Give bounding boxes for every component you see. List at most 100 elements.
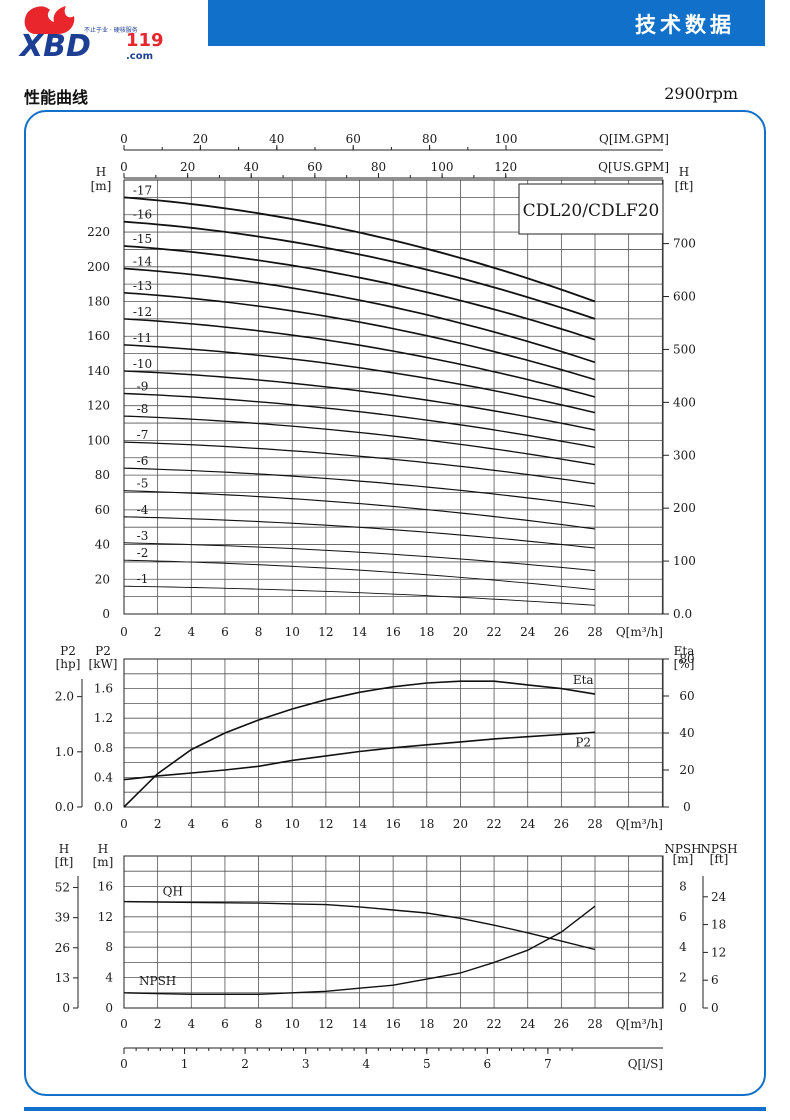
h-ft-tick-label-3: 26 [55,941,70,955]
power-q-tick-label: 28 [587,817,602,831]
stage-curve [123,415,596,466]
power-q-tick-label: 2 [154,817,162,831]
npsh-series-label: NPSH [139,974,176,988]
npsh-q-tick-label: 6 [221,1017,229,1031]
npsh-ft-tick-label: 12 [711,945,726,959]
us-gpm-tick-label: 100 [431,160,454,174]
stage-label: -17 [133,183,152,197]
h-ft-unit-3: [ft] [55,855,74,869]
eta-tick-label: 20 [679,763,694,777]
im-gpm-tick-label: 60 [346,132,361,146]
h-m-axis-label-unit: [m] [91,179,112,193]
npsh-ft-tick-label: 24 [711,890,727,904]
power-q-tick-label: 16 [386,817,401,831]
power-q-tick-label: 4 [187,817,195,831]
stage-curve [123,291,596,381]
bottom-rule [24,1107,766,1111]
p2-hp-tick-label: 0.0 [55,800,74,814]
hq-q-tick-label: 4 [187,625,195,639]
p2-kw-tick-label: 0.4 [94,770,113,784]
ls-tick-label: 3 [302,1057,310,1071]
eta-series-label: Eta [573,673,594,687]
qh-series-label: QH [163,885,183,899]
stage-curve [123,245,596,341]
power-q-tick-label: 6 [221,817,229,831]
p2-hp-unit: [hp] [56,657,81,671]
npsh-q-tick-label: 12 [318,1017,333,1031]
npsh-m-label: NPSH [664,842,701,856]
p2-hp-label: P2 [60,644,76,658]
stage-curve [123,318,596,398]
h-ft-tick-label-3: 13 [55,971,70,985]
h-m-tick-label: 40 [95,538,110,552]
h-m-tick-label-3: 12 [98,910,113,924]
h-m-tick-label: 180 [87,295,110,309]
p2-kw-tick-label: 0.0 [94,800,113,814]
hq-q-tick-label: 2 [154,625,162,639]
logo-domain: .com [126,51,153,62]
us-gpm-tick-label: 60 [307,160,322,174]
stage-curve [123,490,596,530]
eta-unit: [%] [674,657,695,671]
stage-curve [123,559,596,591]
h-ft-tick-label: 0.0 [673,607,692,621]
npsh-q-tick-label: 18 [419,1017,434,1031]
power-q-tick-label: 26 [554,817,569,831]
h-m-tick-label: 20 [95,572,110,586]
chart-frame [24,110,766,1096]
hq-q-tick-label: 14 [352,625,368,639]
h-ft-tick-label: 100 [673,554,696,568]
stage-label: -13 [133,279,152,293]
hq-q-axis-label: Q[m³/h] [616,625,663,639]
power-q-tick-label: 24 [520,817,536,831]
hq-q-tick-label: 28 [587,625,602,639]
page-title: 技术数据 [635,13,735,37]
h-ft-axis-label-unit: [ft] [675,179,694,193]
ls-tick-label: 5 [423,1057,431,1071]
hq-q-tick-label: 24 [520,625,536,639]
hq-q-tick-label: 16 [386,625,401,639]
h-ft-tick-label: 700 [673,237,696,251]
stage-curve [123,267,596,364]
hq-q-tick-label: 0 [120,625,128,639]
npsh-q-tick-label: 0 [120,1017,128,1031]
npsh-q-tick-label: 10 [285,1017,300,1031]
stage-curve [123,220,596,320]
stage-curve [123,344,596,414]
npsh-q-tick-label: 4 [187,1017,195,1031]
h-m-tick-label: 100 [87,433,110,447]
npsh-m-tick-label: 2 [679,971,687,985]
us-gpm-axis-label: Q[US.GPM] [598,160,669,174]
hq-chart-plot-border [123,179,664,615]
power-q-axis-label: Q[m³/h] [616,817,663,831]
us-gpm-tick-label: 40 [244,160,259,174]
im-gpm-tick-label: 20 [193,132,208,146]
p2-hp-tick-label: 2.0 [55,690,74,704]
npsh-ft-label: NPSH [700,842,737,856]
stage-curve [123,370,596,431]
h-ft-tick-label-3: 52 [55,881,70,895]
npsh-ft-tick-label: 0 [711,1001,719,1015]
h-m-tick-label: 200 [87,260,110,274]
h-ft-tick-label-3: 39 [55,911,70,925]
h-m-tick-label: 160 [87,329,110,343]
npsh-chart-plot-border [123,855,664,1009]
stage-curve [123,196,596,303]
h-m-tick-label: 220 [87,225,110,239]
stage-label: -6 [137,454,149,468]
qh-curve [123,900,596,951]
stage-label: -4 [137,503,149,517]
npsh-q-tick-label: 26 [554,1017,569,1031]
h-m-label-3: H [98,842,108,856]
eta-curve [123,680,596,808]
npsh-q-tick-label: 28 [587,1017,602,1031]
ls-tick-label: 1 [181,1057,189,1071]
stage-label: -9 [137,380,149,394]
ls-tick-label: 0 [120,1057,128,1071]
stage-label: -2 [137,546,149,560]
p2-series-label: P2 [575,735,591,749]
us-gpm-tick-label: 20 [180,160,195,174]
stage-label: -14 [133,255,153,269]
p2-curve [123,731,596,781]
